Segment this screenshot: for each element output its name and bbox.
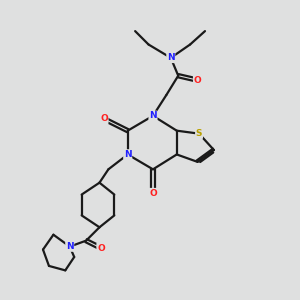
Text: N: N	[66, 242, 74, 251]
Text: N: N	[149, 111, 157, 120]
Text: O: O	[194, 76, 201, 85]
Text: O: O	[100, 114, 108, 123]
Text: S: S	[196, 129, 202, 138]
Text: N: N	[167, 53, 175, 62]
Text: O: O	[149, 189, 157, 198]
Text: O: O	[97, 244, 105, 253]
Text: N: N	[124, 150, 131, 159]
